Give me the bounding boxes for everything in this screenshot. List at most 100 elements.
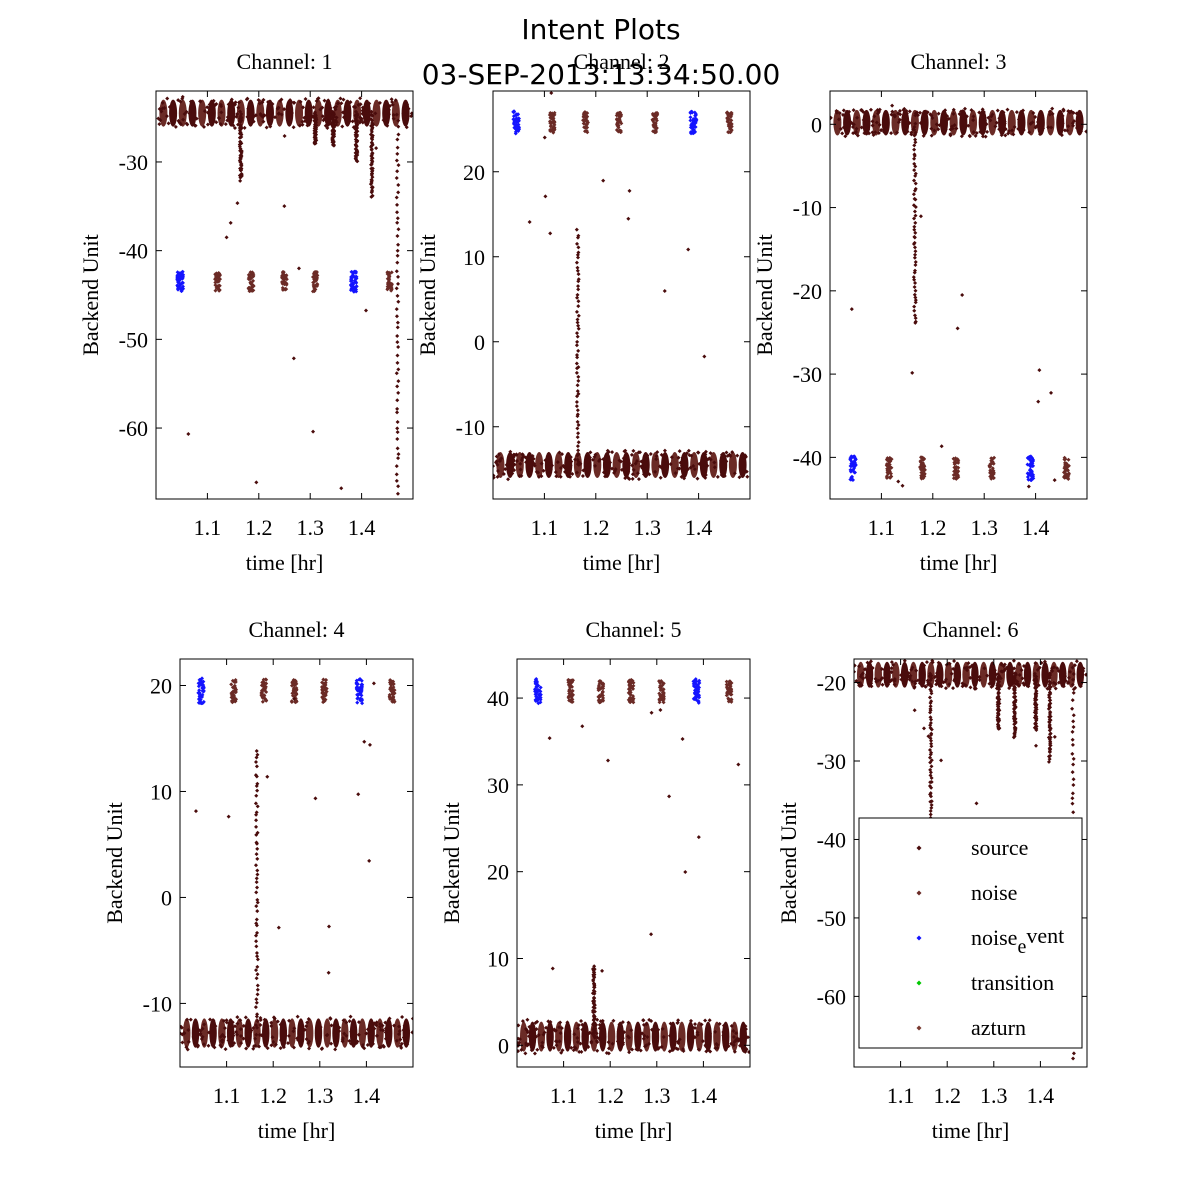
dip-point [574, 309, 579, 314]
dip-point [394, 112, 399, 117]
dip-point [253, 773, 258, 778]
baseline-point [338, 96, 343, 101]
baseline-point [287, 1018, 292, 1023]
baseline-point [920, 670, 925, 675]
noise-point [284, 282, 289, 287]
dip-point [369, 194, 374, 199]
baseline-point [536, 474, 541, 479]
dip-point [254, 950, 259, 955]
baseline-point [732, 471, 737, 476]
baseline-point [929, 126, 934, 131]
baseline-point [692, 467, 697, 472]
baseline-point [1072, 663, 1077, 668]
noise-event-point [536, 683, 541, 688]
axes-title: Channel: 5 [586, 617, 682, 642]
dip-point [253, 1005, 258, 1010]
baseline-segment [719, 451, 728, 479]
baseline-point [706, 1041, 711, 1046]
dip-point [576, 287, 581, 292]
noise-event-point [689, 109, 694, 114]
dip-point [255, 964, 260, 969]
baseline-point [731, 1043, 736, 1048]
dip-point [575, 255, 580, 260]
noise-cluster [884, 455, 894, 480]
axes-frame [179, 658, 414, 1068]
baseline-point [974, 670, 979, 675]
dip-point [1070, 791, 1075, 796]
dip-point [576, 272, 581, 277]
dip-point [395, 491, 400, 496]
baseline-point [406, 106, 411, 111]
baseline-point [741, 454, 746, 459]
baseline-point [275, 1019, 280, 1024]
baseline-point [353, 105, 358, 110]
dip-point [913, 121, 918, 126]
noise-point [596, 694, 601, 699]
baseline-point [252, 1044, 257, 1049]
noise-point [884, 475, 889, 480]
baseline-point [618, 459, 623, 464]
baseline-point [329, 1023, 334, 1028]
noise-cluster [246, 270, 256, 294]
x-tick-label: 1.1 [550, 1083, 578, 1108]
baseline-point [226, 1038, 231, 1043]
noise-event-point [200, 701, 205, 706]
baseline-segment [295, 99, 304, 127]
baseline-point [851, 108, 856, 113]
baseline-point [334, 104, 339, 109]
dip-point [255, 885, 260, 890]
noise-point [566, 694, 571, 699]
baseline-point [885, 674, 890, 679]
baseline-point [717, 1021, 722, 1026]
dip-point [1047, 757, 1052, 762]
baseline-point [1070, 665, 1075, 670]
noise-point [291, 686, 296, 691]
baseline-point [305, 109, 310, 114]
baseline-point [587, 455, 592, 460]
baseline-point [934, 671, 939, 676]
baseline-point [646, 1041, 651, 1046]
baseline-point [278, 98, 283, 103]
baseline-point [854, 126, 859, 131]
baseline-point [1005, 107, 1010, 112]
baseline-point [951, 111, 956, 116]
baseline-point [695, 476, 700, 481]
baseline-point [630, 476, 635, 481]
dip-point [1046, 706, 1051, 711]
dip-point [253, 760, 258, 765]
baseline-segment [661, 451, 670, 479]
baseline-point [404, 112, 409, 117]
dip-point [913, 300, 918, 305]
y-tick-label: 10 [150, 779, 172, 804]
baseline-point [854, 678, 859, 683]
dip-point [576, 326, 581, 331]
outlier-point [371, 681, 376, 686]
baseline-point [837, 111, 842, 116]
baseline-point [669, 455, 674, 460]
dip-point [913, 137, 918, 142]
baseline-point [531, 461, 536, 466]
y-tick-label: -10 [456, 415, 485, 440]
dip-point [254, 1032, 259, 1037]
outlier-point [193, 809, 198, 814]
baseline-point [1001, 110, 1006, 115]
noise-cluster [724, 110, 734, 135]
baseline-point [938, 677, 943, 682]
baseline-point [300, 119, 305, 124]
baseline-point [165, 96, 170, 101]
baseline-point [198, 1032, 203, 1037]
noise-event-point [849, 463, 854, 468]
x-tick-label: 1.4 [690, 1083, 718, 1108]
baseline-point [180, 1040, 185, 1045]
outlier-point [313, 796, 318, 801]
baseline-point [653, 469, 658, 474]
baseline-point [256, 98, 261, 103]
baseline-point [238, 1027, 243, 1032]
noise-event-point [511, 114, 516, 119]
dip-point [1047, 754, 1052, 759]
baseline-point [247, 111, 252, 116]
baseline-point [677, 449, 682, 454]
baseline-point [691, 464, 696, 469]
noise-event-point [695, 684, 700, 689]
noise-cluster [547, 110, 557, 135]
